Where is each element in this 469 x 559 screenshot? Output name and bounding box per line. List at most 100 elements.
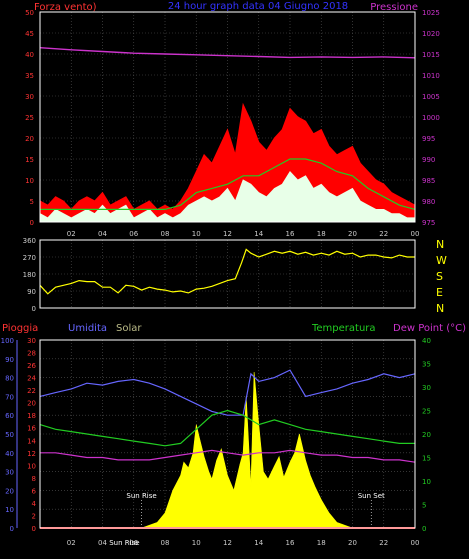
humidity-axis-tick: 80 <box>5 375 14 383</box>
rain-x-tick: 08 <box>161 539 170 547</box>
humidity-axis-tick: 20 <box>5 487 14 495</box>
wind-x-tick: 02 <box>67 230 76 238</box>
humidity-axis-tick: 100 <box>1 337 14 345</box>
rain-x-tick: 10 <box>192 539 201 547</box>
wind-x-tick: 00 <box>411 230 420 238</box>
legend-solar: Solar <box>116 323 142 334</box>
rain-axis-tick: 26 <box>27 362 36 370</box>
rain-x-tick: 06 <box>129 539 138 547</box>
wind-axis-tick: 25 <box>25 114 34 122</box>
wind-axis-tick: 10 <box>25 177 34 185</box>
humidity-line <box>39 369 416 416</box>
temperature-axis-tick: 20 <box>422 431 431 439</box>
rain-axis-tick: 12 <box>27 450 36 458</box>
rain-humidity-solar-chart: 0102030405060708090100024681012141618202… <box>1 337 431 533</box>
humidity-axis-tick: 40 <box>5 450 14 458</box>
rain-axis-tick: 18 <box>27 412 36 420</box>
compass-label: S <box>436 270 443 283</box>
wind-x-tick: 08 <box>161 230 170 238</box>
temperature-axis-tick: 35 <box>422 361 431 369</box>
temperature-axis-tick: 40 <box>422 337 431 345</box>
rain-x-tick: 14 <box>254 539 263 547</box>
rain-axis-tick: 14 <box>27 437 36 445</box>
legend-rain: Pioggia <box>2 323 38 334</box>
compass-label: N <box>436 238 444 251</box>
rain-x-tick: 00 <box>411 539 420 547</box>
wind-axis-tick: 15 <box>25 156 34 164</box>
temperature-line <box>39 409 415 447</box>
sunset-label: Sun Set <box>358 492 385 500</box>
rain-axis-tick: 16 <box>27 425 36 433</box>
pressure-axis-title: Pressione <box>370 2 418 13</box>
pressure-axis-tick: 995 <box>422 135 435 143</box>
wind-x-tick: 14 <box>254 230 263 238</box>
temperature-axis-tick: 5 <box>422 502 426 510</box>
wind-axis-tick: 0 <box>30 219 34 227</box>
pressure-axis-tick: 975 <box>422 219 435 227</box>
rain-axis-tick: 10 <box>27 462 36 470</box>
rain-x-tick: 16 <box>286 539 295 547</box>
wind-axis-tick: 20 <box>25 135 34 143</box>
wind-pressure-chart: 0510152025303540455097598098599099510001… <box>25 9 440 238</box>
rain-axis-tick: 8 <box>32 475 36 483</box>
wind-x-tick: 04 <box>98 230 107 238</box>
rain-axis-tick: 2 <box>32 512 36 520</box>
pressure-axis-tick: 1005 <box>422 93 440 101</box>
rain-axis-tick: 28 <box>27 350 36 358</box>
wind-x-tick: 12 <box>223 230 232 238</box>
temperature-axis-tick: 30 <box>422 384 431 392</box>
direction-axis-tick: 90 <box>27 288 36 296</box>
wind-x-tick: 22 <box>379 230 388 238</box>
compass-label: E <box>436 286 443 299</box>
rain-axis-tick: 30 <box>27 337 36 345</box>
pressure-axis-tick: 985 <box>422 177 435 185</box>
humidity-axis-tick: 70 <box>5 393 14 401</box>
wind-direction-line <box>39 248 415 295</box>
temperature-axis-tick: 15 <box>422 455 431 463</box>
pressure-axis-tick: 1015 <box>422 51 440 59</box>
rain-x-tick: 18 <box>317 539 326 547</box>
pressure-axis-tick: 1025 <box>422 9 440 17</box>
direction-axis-tick: 180 <box>23 271 36 279</box>
wind-axis-tick: 5 <box>30 198 34 206</box>
rain-axis-tick: 20 <box>27 400 36 408</box>
pressure-axis-tick: 1020 <box>422 30 440 38</box>
wind-direction-frame <box>39 239 416 309</box>
wind-axis-tick: 40 <box>25 51 34 59</box>
compass-label: N <box>436 302 444 315</box>
direction-axis-tick: 270 <box>23 254 36 262</box>
rain-x-tick: 22 <box>379 539 388 547</box>
temperature-axis-tick: 0 <box>422 525 426 533</box>
humidity-axis-tick: 90 <box>5 356 14 364</box>
wind-pressure-frame <box>39 11 416 223</box>
rain-x-tick: 20 <box>348 539 357 547</box>
humidity-axis-tick: 0 <box>10 525 14 533</box>
pressure-axis-tick: 1010 <box>422 72 440 80</box>
pressure-axis-tick: 990 <box>422 156 435 164</box>
rain-axis-tick: 22 <box>27 387 36 395</box>
graph-title: 24 hour graph data 04 Giugno 2018 <box>168 1 348 12</box>
rain-x-tick: 12 <box>223 539 232 547</box>
dew-point-line <box>40 449 416 463</box>
temperature-axis-tick: 25 <box>422 408 431 416</box>
wind-mid-line <box>40 158 416 210</box>
rain-x-tick: 02 <box>67 539 76 547</box>
wind-x-tick: 20 <box>348 230 357 238</box>
rain-axis-tick: 6 <box>32 487 37 495</box>
humidity-axis-tick: 50 <box>5 431 14 439</box>
temperature-axis-tick: 10 <box>422 478 431 486</box>
wind-axis-tick: 35 <box>25 72 34 80</box>
pressure-axis-tick: 980 <box>422 198 435 206</box>
wind-x-tick: 18 <box>317 230 326 238</box>
humidity-axis-tick: 60 <box>5 412 14 420</box>
solar-area <box>40 371 415 529</box>
compass-label: W <box>436 254 447 267</box>
pressure-line <box>39 47 416 59</box>
wind-axis-title: Forza vento) <box>34 2 97 13</box>
rain-axis-tick: 0 <box>32 525 36 533</box>
legend-temperature: Temperatura <box>311 323 376 334</box>
sunrise-label: Sun Rise <box>126 492 156 500</box>
